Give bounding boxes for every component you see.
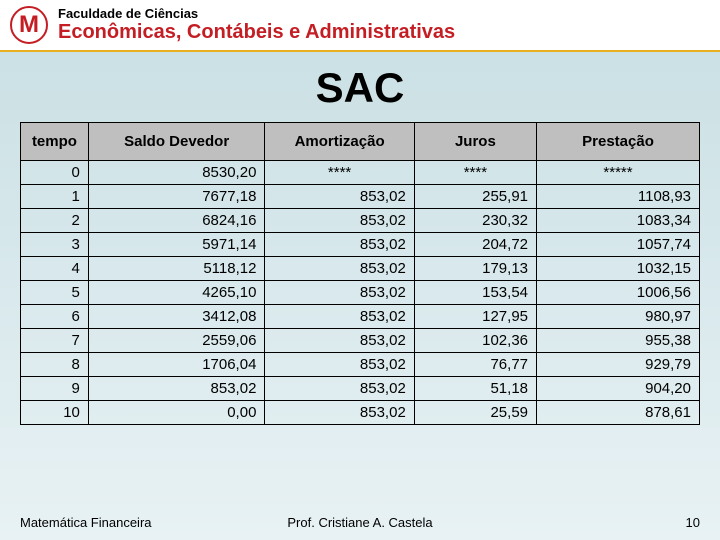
table-cell: 204,72 xyxy=(414,233,536,257)
table-cell: 3412,08 xyxy=(88,305,265,329)
table-cell: **** xyxy=(265,161,414,185)
table-cell: 2559,06 xyxy=(88,329,265,353)
table-cell: 853,02 xyxy=(265,305,414,329)
table-row: 81706,04853,0276,77929,79 xyxy=(21,353,700,377)
table-cell: 853,02 xyxy=(265,209,414,233)
table-cell: 25,59 xyxy=(414,401,536,425)
col-header: Saldo Devedor xyxy=(88,123,265,161)
table-cell: 5971,14 xyxy=(88,233,265,257)
table-cell: 3 xyxy=(21,233,89,257)
table-cell: 1057,74 xyxy=(537,233,700,257)
table-container: tempoSaldo DevedorAmortizaçãoJurosPresta… xyxy=(0,122,720,425)
table-cell: 7 xyxy=(21,329,89,353)
table-cell: 1108,93 xyxy=(537,185,700,209)
table-cell: 5118,12 xyxy=(88,257,265,281)
table-cell: 853,02 xyxy=(265,257,414,281)
table-cell: 853,02 xyxy=(265,281,414,305)
faculty-line1: Faculdade de Ciências xyxy=(58,7,455,21)
table-cell: 255,91 xyxy=(414,185,536,209)
table-cell: 1706,04 xyxy=(88,353,265,377)
table-cell: 51,18 xyxy=(414,377,536,401)
table-cell: 929,79 xyxy=(537,353,700,377)
table-cell: 1032,15 xyxy=(537,257,700,281)
table-cell: 955,38 xyxy=(537,329,700,353)
col-header: Juros xyxy=(414,123,536,161)
table-cell: 853,02 xyxy=(265,233,414,257)
col-header: tempo xyxy=(21,123,89,161)
sac-table: tempoSaldo DevedorAmortizaçãoJurosPresta… xyxy=(20,122,700,425)
table-cell: ***** xyxy=(537,161,700,185)
table-cell: 5 xyxy=(21,281,89,305)
table-cell: 0 xyxy=(21,161,89,185)
table-cell: 904,20 xyxy=(537,377,700,401)
table-cell: 1006,56 xyxy=(537,281,700,305)
table-cell: 153,54 xyxy=(414,281,536,305)
table-cell: 8 xyxy=(21,353,89,377)
table-row: 17677,18853,02255,911108,93 xyxy=(21,185,700,209)
table-cell: 4 xyxy=(21,257,89,281)
table-cell: 853,02 xyxy=(265,377,414,401)
table-cell: 853,02 xyxy=(265,185,414,209)
table-row: 08530,20************* xyxy=(21,161,700,185)
table-cell: 878,61 xyxy=(537,401,700,425)
table-row: 63412,08853,02127,95980,97 xyxy=(21,305,700,329)
table-cell: 853,02 xyxy=(265,329,414,353)
col-header: Amortização xyxy=(265,123,414,161)
header: M Faculdade de Ciências Econômicas, Cont… xyxy=(0,0,720,52)
table-cell: 127,95 xyxy=(414,305,536,329)
table-cell: 4265,10 xyxy=(88,281,265,305)
table-cell: **** xyxy=(414,161,536,185)
table-cell: 1 xyxy=(21,185,89,209)
footer-center: Prof. Cristiane A. Castela xyxy=(247,515,474,530)
faculty-line2: Econômicas, Contábeis e Administrativas xyxy=(58,21,455,43)
table-cell: 853,02 xyxy=(88,377,265,401)
table-cell: 980,97 xyxy=(537,305,700,329)
table-cell: 0,00 xyxy=(88,401,265,425)
table-cell: 7677,18 xyxy=(88,185,265,209)
header-text: Faculdade de Ciências Econômicas, Contáb… xyxy=(58,7,455,43)
table-cell: 9 xyxy=(21,377,89,401)
table-row: 100,00853,0225,59878,61 xyxy=(21,401,700,425)
table-cell: 8530,20 xyxy=(88,161,265,185)
logo-icon: M xyxy=(10,6,48,44)
table-row: 45118,12853,02179,131032,15 xyxy=(21,257,700,281)
col-header: Prestação xyxy=(537,123,700,161)
table-row: 54265,10853,02153,541006,56 xyxy=(21,281,700,305)
table-row: 9853,02853,0251,18904,20 xyxy=(21,377,700,401)
table-cell: 10 xyxy=(21,401,89,425)
table-row: 72559,06853,02102,36955,38 xyxy=(21,329,700,353)
table-cell: 2 xyxy=(21,209,89,233)
table-cell: 853,02 xyxy=(265,353,414,377)
table-cell: 1083,34 xyxy=(537,209,700,233)
table-cell: 6824,16 xyxy=(88,209,265,233)
footer: Matemática Financeira Prof. Cristiane A.… xyxy=(0,515,720,530)
table-cell: 102,36 xyxy=(414,329,536,353)
table-cell: 230,32 xyxy=(414,209,536,233)
table-cell: 6 xyxy=(21,305,89,329)
table-row: 35971,14853,02204,721057,74 xyxy=(21,233,700,257)
table-cell: 76,77 xyxy=(414,353,536,377)
table-cell: 853,02 xyxy=(265,401,414,425)
table-row: 26824,16853,02230,321083,34 xyxy=(21,209,700,233)
table-cell: 179,13 xyxy=(414,257,536,281)
footer-left: Matemática Financeira xyxy=(20,515,247,530)
page-title: SAC xyxy=(0,64,720,112)
footer-right: 10 xyxy=(473,515,700,530)
